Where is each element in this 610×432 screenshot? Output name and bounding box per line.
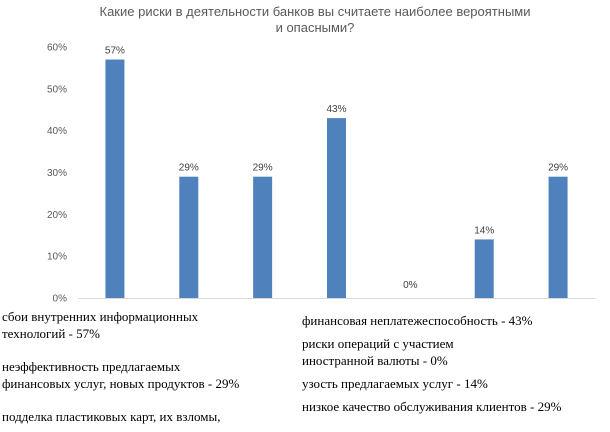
legend-item-2-line-1: неэффективность предлагаемых bbox=[2, 359, 181, 374]
bar bbox=[179, 176, 199, 298]
legend-item-6: узость предлагаемых услуг - 14% bbox=[302, 376, 488, 391]
bar bbox=[105, 59, 125, 298]
legend-item-1-line-1: сбои внутренних информационных bbox=[2, 309, 199, 324]
data-label: 29% bbox=[548, 163, 568, 174]
legend-item-3-line-1: подделка пластиковых карт, их взломы, bbox=[2, 409, 221, 424]
legend-item-5-line-2: иностранной валюты - 0% bbox=[302, 353, 448, 368]
bar-chart: 0% 10% 20% 30% 40% 50% 60% 57% 29% 29% 43% 0% 14% 29% bbox=[47, 43, 595, 305]
legend-item-7: низкое качество обслуживания клиентов - … bbox=[302, 399, 562, 414]
y-tick-label: 0% bbox=[53, 294, 68, 305]
data-label: 14% bbox=[474, 225, 494, 236]
data-label: 29% bbox=[179, 163, 199, 174]
data-label: 29% bbox=[253, 163, 273, 174]
legend-item-5-line-1: риски операций с участием bbox=[302, 336, 454, 351]
y-tick-label: 40% bbox=[47, 126, 67, 137]
y-tick-label: 30% bbox=[47, 168, 67, 179]
legend-item-1-line-2: технологий - 57% bbox=[2, 326, 100, 341]
legend-left: сбои внутренних информационных технологи… bbox=[2, 308, 239, 425]
legend-item-2-line-2: финансовых услуг, новых продуктов - 29% bbox=[2, 376, 240, 391]
chart-title-line-1: Какие риски в деятельности банков вы счи… bbox=[99, 4, 531, 19]
bar bbox=[474, 239, 494, 298]
y-tick-label: 50% bbox=[47, 84, 67, 95]
y-tick-label: 20% bbox=[47, 210, 67, 221]
legend-item-4: финансовая неплатежеспособность - 43% bbox=[302, 313, 533, 328]
y-tick-label: 10% bbox=[47, 252, 67, 263]
bar bbox=[327, 118, 346, 298]
data-label: 57% bbox=[105, 46, 125, 57]
chart-title-line-2: и опасными? bbox=[275, 20, 355, 35]
y-tick-label: 60% bbox=[47, 43, 67, 54]
chart-title: Какие риски в деятельности банков вы счи… bbox=[20, 4, 610, 36]
bar bbox=[253, 176, 273, 298]
legend-right: финансовая неплатежеспособность - 43% ри… bbox=[302, 312, 561, 415]
data-label: 0% bbox=[403, 280, 418, 291]
data-label: 43% bbox=[326, 104, 346, 115]
bar bbox=[548, 176, 568, 298]
